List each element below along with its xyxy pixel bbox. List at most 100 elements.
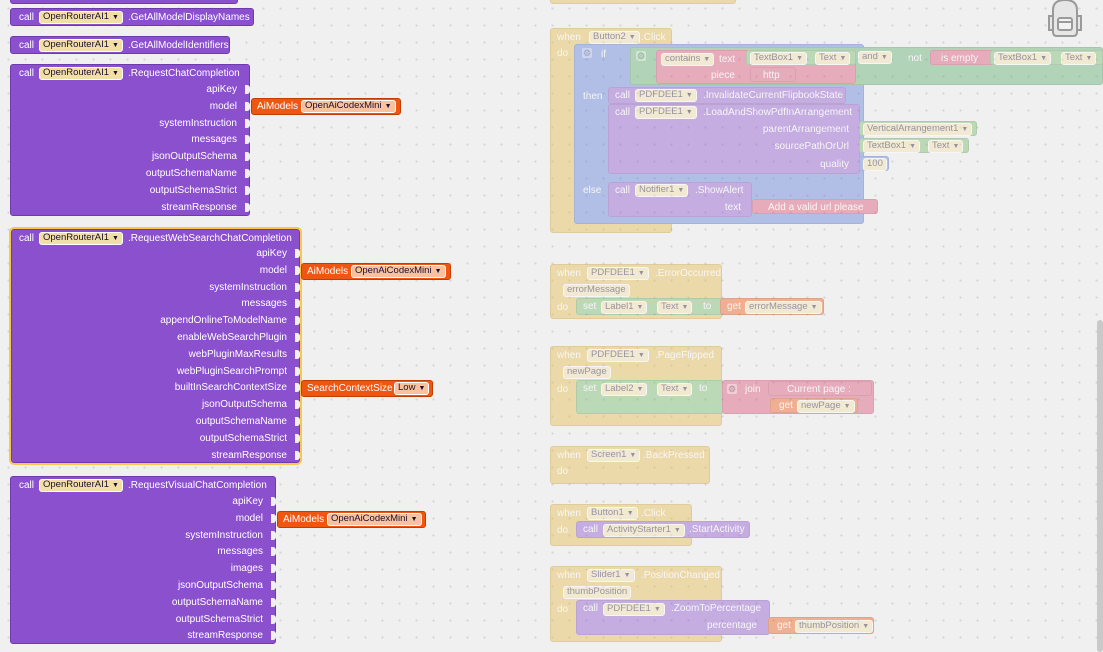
- input-socket[interactable]: [295, 265, 300, 275]
- property-dropdown[interactable]: Text ▼: [928, 140, 964, 153]
- join-block[interactable]: ⚙ join: [722, 380, 874, 414]
- logic-and-block[interactable]: ⚙ not: [630, 47, 1103, 85]
- aimodels-enum-block[interactable]: AiModels OpenAiCodexMini ▼: [251, 98, 401, 115]
- property-dropdown[interactable]: Text ▼: [657, 301, 693, 314]
- input-socket[interactable]: [295, 249, 300, 258]
- component-dropdown[interactable]: OpenRouterAI1 ▼: [39, 232, 123, 245]
- component-dropdown[interactable]: PDFDEE1 ▼: [603, 603, 665, 616]
- input-socket[interactable]: [245, 118, 250, 128]
- request-web-search-chat-completion-block[interactable]: call OpenRouterAI1 ▼ .RequestWebSearchCha…: [9, 227, 302, 465]
- slider1-position-changed-event[interactable]: when Slider1 ▼ .PositionChanged thumbPosi…: [550, 566, 722, 642]
- input-socket[interactable]: [271, 513, 276, 523]
- button1-click-event[interactable]: when Button1 ▼ .Click do: [550, 504, 692, 546]
- enum-dropdown[interactable]: OpenAiCodexMini ▼: [351, 265, 446, 278]
- input-socket[interactable]: [295, 383, 300, 393]
- component-dropdown[interactable]: OpenRouterAI1 ▼: [39, 479, 123, 492]
- variable-dropdown[interactable]: thumbPosition ▼: [795, 620, 874, 633]
- get-all-model-identifiers-block[interactable]: call OpenRouterAI1 ▼ .GetAllModelIdentifi…: [10, 36, 230, 54]
- zoom-to-percentage-call[interactable]: call PDFDEE1 ▼ .ZoomToPercentage percenta…: [576, 600, 770, 635]
- vertical-arrangement-block[interactable]: VerticalArrangement1 ▼: [859, 121, 977, 136]
- text-literal-alert[interactable]: Add a valid url please: [752, 199, 878, 214]
- number-value[interactable]: 100: [863, 158, 887, 171]
- input-socket[interactable]: [245, 135, 250, 145]
- show-alert-call[interactable]: call Notifier1 ▼ .ShowAlert text: [608, 182, 752, 217]
- start-activity-call[interactable]: call ActivityStarter1 ▼ .StartActivity: [576, 521, 750, 538]
- component-dropdown[interactable]: Screen1 ▼: [587, 449, 641, 462]
- input-socket[interactable]: [295, 333, 300, 342]
- component-dropdown[interactable]: VerticalArrangement1 ▼: [863, 123, 973, 136]
- input-socket[interactable]: [245, 185, 250, 195]
- component-dropdown[interactable]: TextBox1 ▼: [994, 52, 1052, 65]
- component-dropdown[interactable]: Button2 ▼: [589, 31, 640, 44]
- component-dropdown[interactable]: TextBox1 ▼: [863, 140, 921, 153]
- enum-dropdown[interactable]: OpenAiCodexMini ▼: [301, 100, 396, 113]
- input-socket[interactable]: [245, 169, 250, 178]
- search-context-size-enum-block[interactable]: SearchContextSize Low ▼: [301, 380, 433, 397]
- component-dropdown[interactable]: ActivityStarter1 ▼: [603, 524, 685, 537]
- input-socket[interactable]: [295, 366, 300, 376]
- input-socket[interactable]: [295, 349, 300, 359]
- mutator-gear-icon[interactable]: ⚙: [582, 48, 592, 58]
- vertical-scrollbar[interactable]: [1097, 320, 1103, 652]
- property-dropdown[interactable]: Text ▼: [815, 52, 851, 65]
- input-socket[interactable]: [245, 101, 250, 111]
- input-socket[interactable]: [295, 450, 300, 460]
- input-socket[interactable]: [295, 433, 300, 443]
- text-literal-current-page[interactable]: Current page :: [768, 381, 872, 396]
- variable-dropdown[interactable]: errorMessage ▼: [745, 301, 822, 314]
- property-dropdown[interactable]: Text ▼: [1061, 52, 1097, 65]
- get-new-page[interactable]: get newPage ▼: [770, 398, 858, 413]
- input-socket[interactable]: [271, 581, 276, 590]
- input-socket[interactable]: [295, 282, 300, 292]
- request-visual-chat-completion-block[interactable]: call OpenRouterAI1 ▼ .RequestVisualChatCo…: [10, 476, 276, 644]
- input-socket[interactable]: [295, 417, 300, 426]
- enum-dropdown[interactable]: OpenAiCodexMini ▼: [327, 513, 422, 526]
- request-chat-completion-block[interactable]: call OpenRouterAI1 ▼ .RequestChatCompleti…: [10, 64, 250, 216]
- is-empty-block[interactable]: is empty: [930, 50, 1103, 65]
- event-param[interactable]: errorMessage: [563, 284, 630, 297]
- component-dropdown[interactable]: TextBox1 ▼: [750, 52, 808, 65]
- contains-text-block[interactable]: contains ▼ text piece: [656, 50, 856, 84]
- screen1-back-pressed-event[interactable]: when Screen1 ▼ .BackPressed do: [550, 446, 710, 484]
- textbox1-text-getter[interactable]: TextBox1 ▼ Text ▼: [990, 50, 1103, 65]
- error-occurred-event[interactable]: when PDFDEE1 ▼ .ErrorOccurred errorMessag…: [550, 264, 722, 319]
- component-dropdown[interactable]: Slider1 ▼: [587, 569, 635, 582]
- textbox1-text-getter[interactable]: TextBox1 ▼ Text ▼: [746, 50, 856, 65]
- input-socket[interactable]: [271, 530, 276, 540]
- component-dropdown[interactable]: OpenRouterAI1 ▼: [39, 67, 123, 80]
- and-dropdown[interactable]: and ▼: [858, 51, 892, 64]
- get-thumb-position[interactable]: get thumbPosition ▼: [768, 617, 874, 634]
- load-and-show-pdf-call[interactable]: call PDFDEE1 ▼ .LoadAndShowPdfInArrangeme…: [608, 104, 860, 174]
- component-dropdown[interactable]: Label2 ▼: [601, 383, 648, 396]
- backpack-icon[interactable]: [1043, 0, 1087, 40]
- mutator-gear-icon[interactable]: ⚙: [727, 384, 737, 394]
- input-socket[interactable]: [295, 316, 300, 326]
- component-dropdown[interactable]: PDFDEE1 ▼: [587, 349, 649, 362]
- partial-event-block-top[interactable]: [550, 0, 736, 4]
- set-label2-text[interactable]: set Label2 ▼ Text ▼ to: [576, 380, 724, 414]
- contains-dropdown[interactable]: contains ▼: [661, 53, 715, 66]
- input-socket[interactable]: [271, 614, 276, 624]
- input-socket[interactable]: [295, 400, 300, 410]
- input-socket[interactable]: [271, 547, 276, 557]
- mutator-gear-icon[interactable]: ⚙: [636, 51, 646, 61]
- component-dropdown[interactable]: PDFDEE1 ▼: [635, 89, 697, 102]
- input-socket[interactable]: [271, 631, 276, 641]
- component-dropdown[interactable]: PDFDEE1 ▼: [587, 267, 649, 280]
- textbox1-text-getter[interactable]: TextBox1 ▼ Text ▼: [859, 138, 969, 153]
- property-dropdown[interactable]: Text ▼: [657, 383, 693, 396]
- enum-dropdown[interactable]: Low ▼: [394, 382, 430, 395]
- input-socket[interactable]: [271, 597, 276, 607]
- set-label1-text[interactable]: set Label1 ▼ Text ▼ to: [576, 298, 724, 315]
- invalidate-flipbook-call[interactable]: call PDFDEE1 ▼ .InvalidateCurrentFlipbook…: [608, 87, 846, 104]
- component-dropdown[interactable]: PDFDEE1 ▼: [635, 106, 697, 119]
- input-socket[interactable]: [245, 152, 250, 162]
- input-socket[interactable]: [245, 202, 250, 212]
- event-param[interactable]: newPage: [563, 366, 611, 379]
- get-all-model-display-names-block[interactable]: call OpenRouterAI1 ▼ .GetAllModelDisplayN…: [10, 8, 254, 26]
- input-socket[interactable]: [271, 497, 276, 506]
- input-socket[interactable]: [271, 564, 276, 574]
- input-socket[interactable]: [245, 85, 250, 94]
- component-dropdown[interactable]: Button1 ▼: [587, 507, 638, 520]
- input-socket[interactable]: [295, 299, 300, 309]
